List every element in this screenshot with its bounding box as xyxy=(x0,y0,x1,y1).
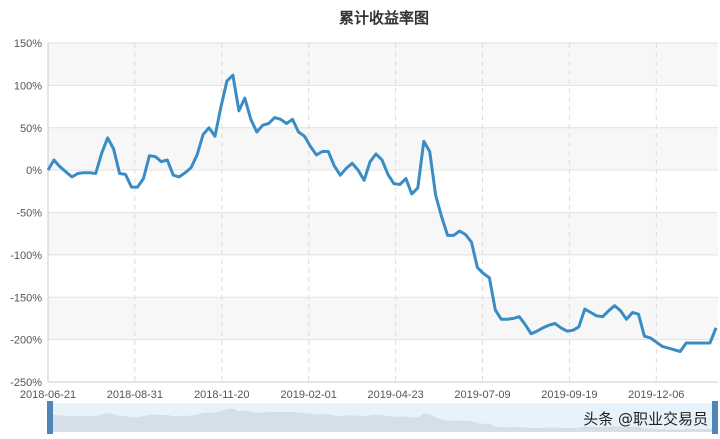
x-tick-label: 2018-08-31 xyxy=(107,389,163,401)
x-tick-label: 2019-02-01 xyxy=(281,389,337,401)
y-tick-label: -100% xyxy=(10,250,42,262)
plot-band xyxy=(48,254,718,298)
navigator-left-handle[interactable] xyxy=(47,401,53,434)
navigator-series-area xyxy=(48,408,716,432)
y-tick-label: 0% xyxy=(26,165,42,177)
x-axis-ticks: 2018-06-21 2018-08-31 2018-11-20 2019-02-01… xyxy=(20,389,685,401)
plot-band xyxy=(48,170,718,213)
y-tick-label: -200% xyxy=(10,335,42,347)
y-tick-label: -50% xyxy=(16,208,42,220)
y-tick-label: -250% xyxy=(10,377,42,389)
x-tick-label: 2018-06-21 xyxy=(20,389,76,401)
x-tick-label: 2019-04-23 xyxy=(367,389,423,401)
x-tick-label: 2018-11-20 xyxy=(194,389,249,401)
plot-band xyxy=(48,43,718,86)
navigator[interactable] xyxy=(47,401,718,434)
plot-bands xyxy=(47,42,718,383)
y-tick-label: 100% xyxy=(14,80,42,92)
plot-band xyxy=(48,297,718,340)
plot-band xyxy=(48,339,718,382)
x-tick-label: 2019-09-19 xyxy=(541,389,597,401)
y-tick-label: 150% xyxy=(14,38,42,50)
y-axis-ticks: 150% 100% 50% 0% -50% -100% -150% -200% -250% xyxy=(10,38,42,389)
x-tick-label: 2019-12-06 xyxy=(628,389,684,401)
y-tick-label: -150% xyxy=(10,292,42,304)
navigator-right-handle[interactable] xyxy=(712,401,718,434)
series-line xyxy=(46,73,718,353)
x-tick-label: 2019-07-09 xyxy=(454,389,510,401)
chart-title: 累计收益率图 xyxy=(339,9,429,27)
y-tick-label: 50% xyxy=(20,123,42,135)
plot-band xyxy=(48,85,718,128)
plot-band xyxy=(48,212,718,255)
watermark: 头条 @职业交易员 xyxy=(583,410,708,428)
